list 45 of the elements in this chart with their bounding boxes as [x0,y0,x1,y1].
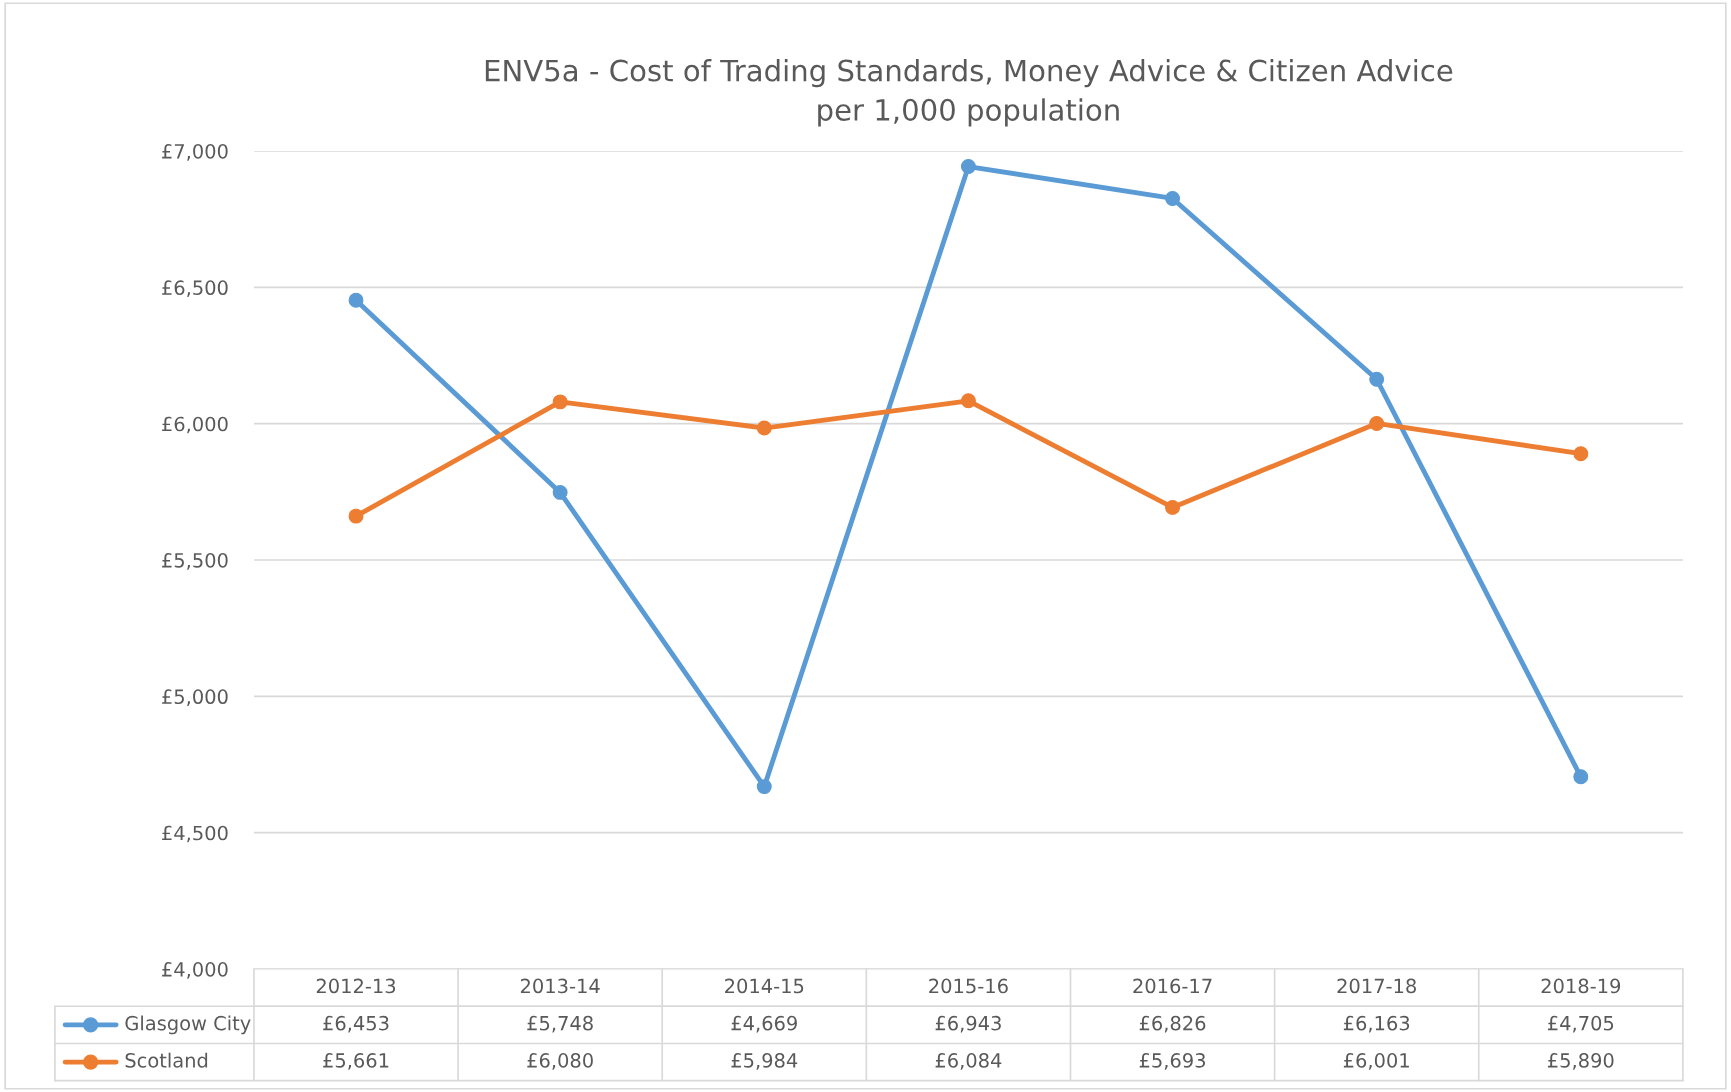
point [552,484,568,500]
data-label: £4,705 [1548,1015,1614,1033]
data-label: £6,163 [1343,1015,1410,1033]
x-tick-label: 2015-16 [929,978,1008,994]
point [1573,446,1589,462]
data-label: £6,080 [527,1053,593,1070]
data-label: £5,661 [323,1053,389,1070]
data-label: £5,890 [1548,1053,1614,1070]
x-tick-label: 2017-18 [1337,978,1416,994]
x-tick-label: 2014-15 [725,978,804,994]
point [348,508,364,524]
chart-title: ENV5a - Cost of Trading Standards, Money Advice & Citizen Advice per 1,000 population [485,59,1453,127]
y-tick-label: £7,000 [162,143,228,161]
data-label: £6,084 [935,1053,1002,1070]
point [1573,769,1589,785]
point [1165,191,1181,206]
data-label: £4,669 [731,1015,797,1033]
data-label: £5,748 [527,1015,593,1033]
y-tick-label: £6,000 [162,416,228,434]
point [1165,499,1181,515]
legend-label: Glasgow City [125,1015,251,1035]
y-tick-label: £5,500 [162,552,228,570]
point [1369,371,1385,387]
point [756,420,772,436]
x-tick-label: 2018-19 [1541,978,1621,994]
data-label: £6,943 [935,1015,1001,1033]
y-tick-label: £4,500 [162,825,228,843]
y-tick-label: £4,000 [162,962,228,979]
x-tick-label: 2016-17 [1133,978,1212,994]
point [960,159,976,175]
legend-label: Scotland [125,1052,208,1068]
y-tick-label: £5,000 [162,689,228,707]
x-tick-label: 2012-13 [316,978,396,994]
point [1369,415,1385,431]
point [756,779,772,795]
data-label: £5,693 [1139,1053,1205,1070]
data-label: £6,001 [1343,1053,1409,1070]
data-label: £5,984 [731,1053,798,1070]
y-tick-label: £6,500 [162,280,228,298]
data-label: £6,826 [1139,1015,1206,1033]
point [552,394,568,410]
data-label: £6,453 [323,1015,389,1033]
x-tick-label: 2013-14 [520,978,600,994]
point [348,292,364,308]
point [960,393,976,409]
